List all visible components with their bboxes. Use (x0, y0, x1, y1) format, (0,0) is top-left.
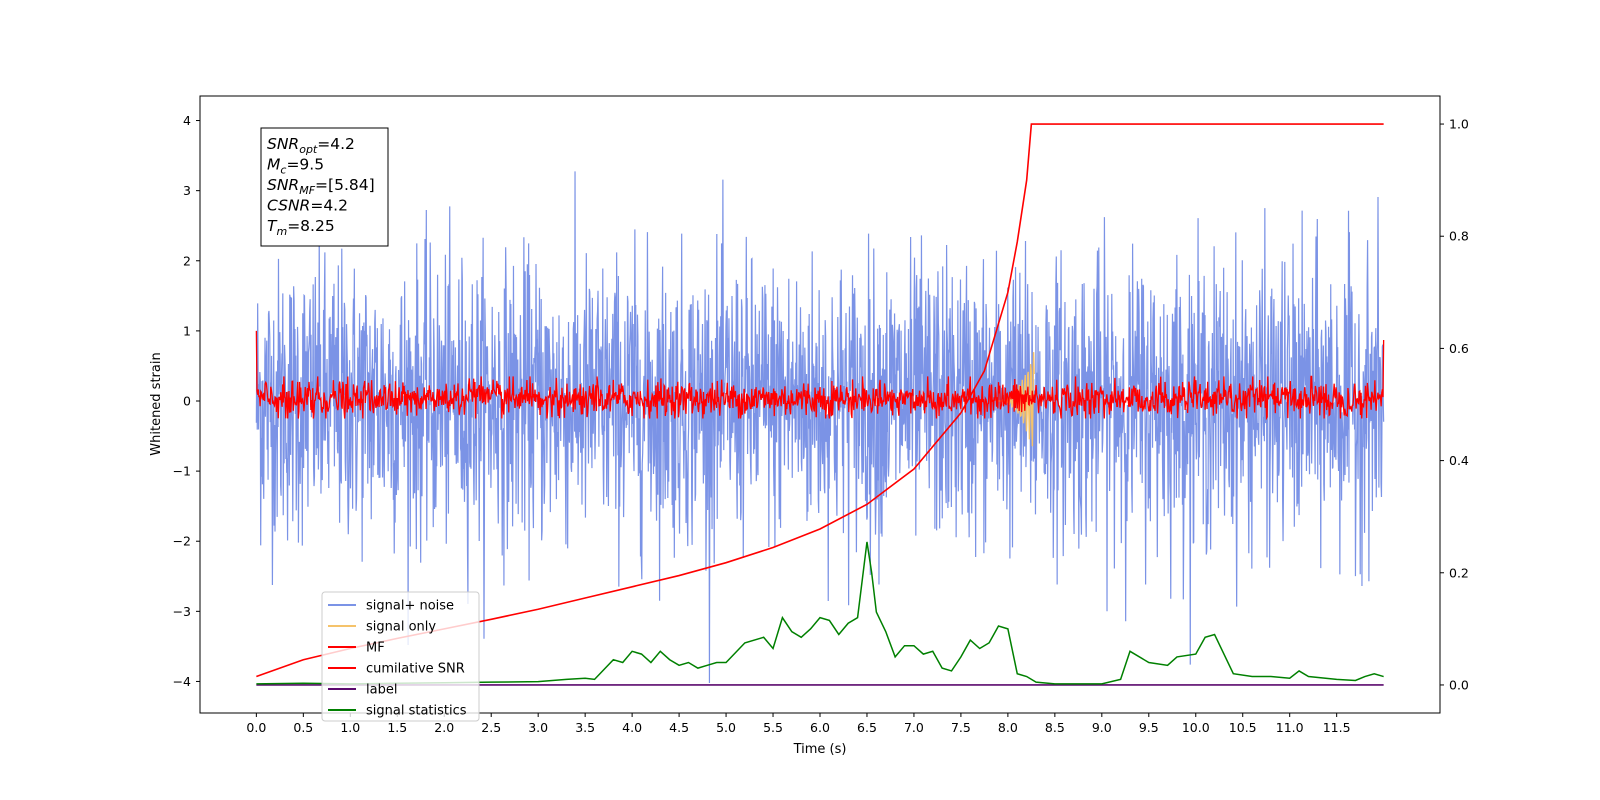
y-tick-label: −2 (173, 534, 191, 549)
annotation-value: =9.5 (286, 156, 324, 174)
y-tick-label: −4 (173, 674, 191, 689)
annotation-subscript: m (276, 225, 287, 238)
y2-tick-label: 0.0 (1449, 677, 1469, 692)
annotation-symbol: T (267, 217, 278, 235)
x-tick-label: 4.5 (669, 720, 689, 735)
x-tick-label: 5.0 (716, 720, 736, 735)
series-mf-line (255, 330, 1385, 421)
x-tick-label: 7.0 (904, 720, 924, 735)
legend-frame (321, 591, 480, 722)
x-tick-label: 1.0 (340, 720, 360, 735)
y-tick-label: −1 (173, 464, 191, 479)
y-axis-label: Whitened strain (149, 352, 164, 455)
annotation-line: SNRMF=[5.84] (267, 176, 375, 197)
y-tick-label: −3 (173, 604, 191, 619)
x-tick-label: 7.5 (951, 720, 971, 735)
x-tick-label: 8.5 (1045, 720, 1065, 735)
annotation-lines: SNRopt=4.2Mc=9.5SNRMF=[5.84]CSNR=4.2Tm=8… (267, 135, 375, 238)
series-signal-statistics-line (256, 541, 1384, 685)
annotation-symbol: CSNR (267, 197, 310, 215)
y-axis-left: 4 3 2 1 0 −1 −2 −3 −4 (173, 113, 200, 689)
x-tick-label: 0.0 (246, 720, 266, 735)
y-tick-label: 2 (183, 253, 191, 268)
y2-tick-label: 0.2 (1449, 565, 1469, 580)
annotation-subscript: opt (299, 143, 318, 156)
x-tick-label: 4.0 (622, 720, 642, 735)
x-tick-label: 8.0 (998, 720, 1018, 735)
annotation-symbol: SNR (267, 135, 299, 153)
y-tick-label: 1 (183, 323, 191, 338)
annotation-value: =[5.84] (315, 176, 375, 194)
annotation-line: SNRopt=4.2 (267, 135, 355, 156)
x-tick-label: 11.5 (1323, 720, 1351, 735)
y2-tick-label: 0.4 (1449, 453, 1469, 468)
x-tick-label: 3.5 (575, 720, 595, 735)
x-axis: 0.0 0.5 1.0 1.5 2.0 2.5 3.0 3.5 4.0 4.5 5.0 5.5 6.0 6… (246, 713, 1351, 735)
annotation-symbol: SNR (267, 176, 299, 194)
y-tick-label: 3 (183, 183, 191, 198)
x-tick-label: 1.5 (387, 720, 407, 735)
annotation-line: Mc=9.5 (267, 156, 324, 177)
legend-label: signal statistics (366, 704, 467, 719)
annotation-value: =4.2 (317, 135, 355, 153)
annotation-subscript: MF (299, 184, 315, 197)
legend-label: signal only (366, 620, 436, 635)
y2-tick-label: 1.0 (1449, 117, 1469, 132)
x-tick-label: 2.0 (434, 720, 454, 735)
y-tick-label: 4 (183, 113, 191, 128)
y2-tick-label: 0.6 (1449, 341, 1469, 356)
legend-label: label (366, 683, 397, 698)
x-tick-label: 5.5 (763, 720, 783, 735)
legend-label: MF (366, 641, 385, 656)
annotation-subscript: c (280, 164, 286, 177)
annotation-line: Tm=8.25 (267, 217, 335, 238)
legend-label: signal+ noise (366, 599, 454, 614)
x-tick-label: 6.5 (857, 720, 877, 735)
x-tick-label: 10.5 (1229, 720, 1257, 735)
x-tick-label: 9.5 (1139, 720, 1159, 735)
annotation-box: SNRopt=4.2Mc=9.5SNRMF=[5.84]CSNR=4.2Tm=8… (260, 127, 389, 247)
annotation-value: =4.2 (310, 197, 348, 215)
legend-label: cumilative SNR (366, 662, 465, 677)
annotation-frame (260, 127, 389, 247)
series-signal-noise-line (255, 171, 1385, 683)
x-tick-label: 10.0 (1182, 720, 1210, 735)
x-tick-label: 6.0 (810, 720, 830, 735)
annotation-symbol: M (267, 156, 280, 174)
x-tick-label: 3.0 (528, 720, 548, 735)
x-tick-label: 2.5 (481, 720, 501, 735)
legend: signal+ noise signal only MF cumilative SNR… (321, 591, 480, 722)
x-tick-label: 0.5 (293, 720, 313, 735)
x-axis-label: Time (s) (793, 742, 847, 757)
x-tick-label: 9.0 (1092, 720, 1112, 735)
y2-tick-label: 0.8 (1449, 229, 1469, 244)
annotation-line: CSNR=4.2 (267, 197, 348, 215)
annotation-value: =8.25 (287, 217, 335, 235)
y-tick-label: 0 (183, 393, 191, 408)
x-tick-label: 11.0 (1276, 720, 1304, 735)
y-axis-right: 1.0 0.8 0.6 0.4 0.2 0.0 (1440, 117, 1469, 692)
